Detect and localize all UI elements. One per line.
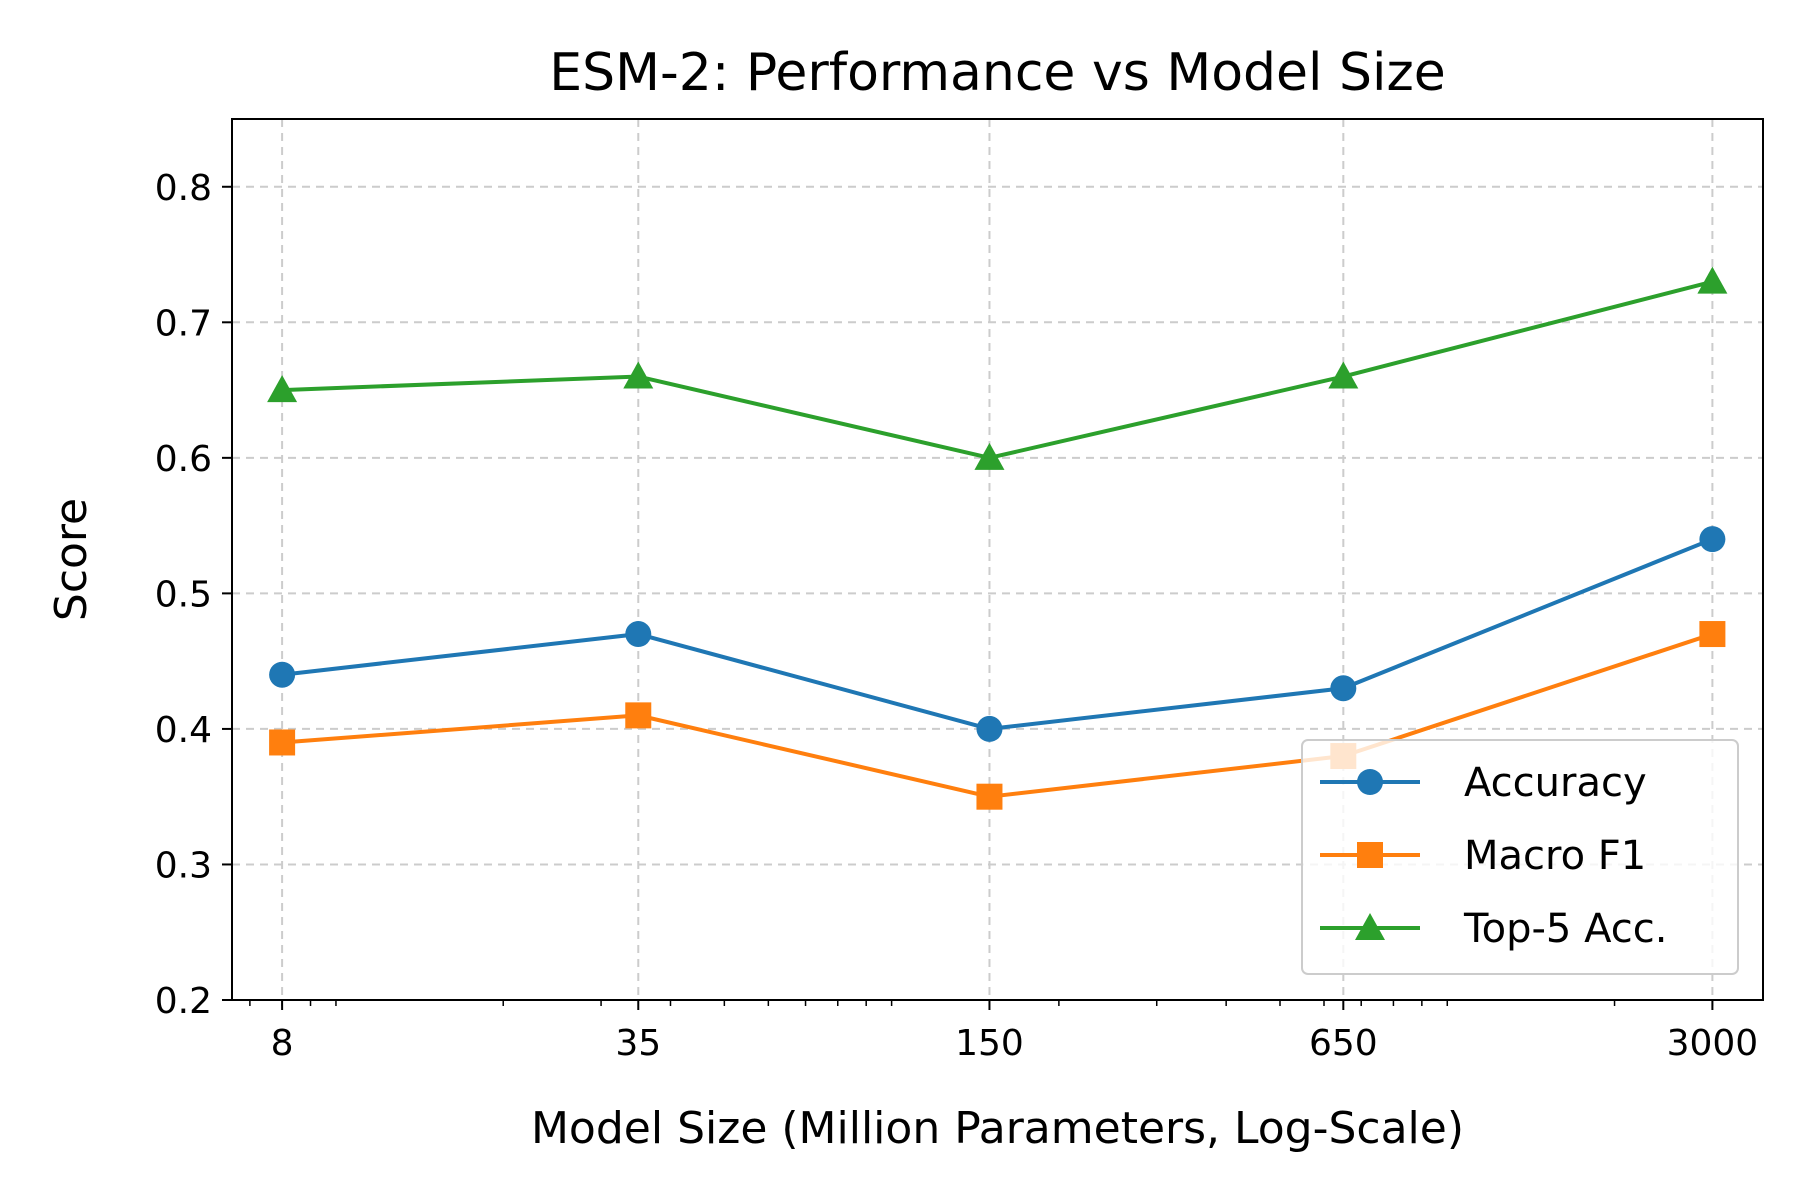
data-point-top-5-acc (267, 375, 298, 403)
data-point-accuracy (976, 715, 1003, 742)
data-point-macro-f1 (976, 783, 1003, 810)
data-point-top-5-acc (623, 361, 654, 389)
x-tick-label: 3000 (1667, 1023, 1759, 1064)
data-point-accuracy (1330, 675, 1357, 702)
y-tick-label: 0.7 (155, 303, 212, 344)
data-point-macro-f1 (1699, 621, 1726, 648)
data-point-macro-f1 (269, 729, 296, 756)
y-tick-label: 0.8 (155, 168, 212, 209)
data-point-accuracy (269, 661, 296, 688)
legend-marker-accuracy (1357, 769, 1383, 795)
x-tick-label: 8 (271, 1023, 294, 1064)
data-point-accuracy (1699, 526, 1726, 553)
data-point-top-5-acc (974, 442, 1005, 470)
legend-box (1301, 739, 1739, 975)
series-layer (267, 266, 1728, 810)
x-tick-label: 35 (615, 1023, 661, 1064)
y-tick-label: 0.6 (155, 439, 212, 480)
data-point-accuracy (625, 621, 652, 648)
y-tick-label: 0.3 (155, 845, 212, 886)
series-top-5-acc (267, 266, 1728, 470)
y-tick-label: 0.2 (155, 981, 212, 1022)
legend-marker-top-5-acc (1355, 913, 1385, 940)
y-axis-label: Score (46, 498, 97, 621)
data-point-macro-f1 (625, 702, 652, 729)
y-tick-label: 0.5 (155, 574, 212, 615)
y-tick-label: 0.4 (155, 710, 212, 751)
legend-label-accuracy: Accuracy (1464, 760, 1647, 806)
x-tick-label: 650 (1309, 1023, 1378, 1064)
series-accuracy (269, 526, 1726, 742)
chart-title: ESM-2: Performance vs Model Size (549, 43, 1445, 103)
x-axis-label: Model Size (Million Parameters, Log-Scal… (531, 1103, 1464, 1154)
data-point-top-5-acc (1697, 266, 1728, 294)
x-tick-label: 150 (955, 1023, 1024, 1064)
legend: Accuracy Macro F1 Top-5 Acc. (1301, 739, 1739, 975)
plot-frame (231, 118, 1764, 1001)
axis-ticks: 8 35 150 650 3000 0.2 0.3 0.4 0.5 0.6 0.7 0.8 (155, 168, 1758, 1064)
legend-marker-macro-f1 (1357, 842, 1383, 868)
legend-label-top-5-acc: Top-5 Acc. (1463, 906, 1667, 952)
data-point-top-5-acc (1328, 361, 1359, 389)
legend-label-macro-f1: Macro F1 (1464, 833, 1646, 879)
